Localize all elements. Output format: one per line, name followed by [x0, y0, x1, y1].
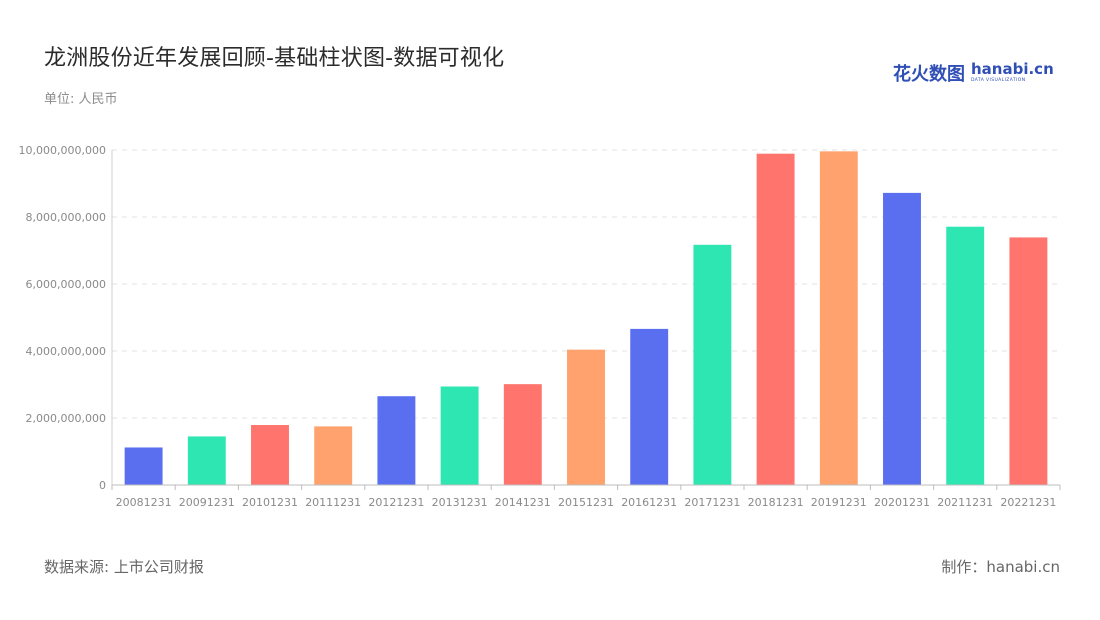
- x-tick-label: 20211231: [937, 496, 993, 509]
- labels-layer: 0 2,000,000,000 4,000,000,000 6,000,000,000…: [19, 144, 1057, 509]
- bar: [440, 386, 479, 485]
- y-tick-label: 0: [99, 479, 106, 492]
- y-tick-label: 2,000,000,000: [26, 412, 106, 425]
- bar: [251, 425, 289, 485]
- x-tick-label: 20081231: [116, 496, 172, 509]
- x-tick-label: 20221231: [1000, 496, 1056, 509]
- logo-sub-text: DATA VISUALIZATION: [971, 78, 1026, 84]
- logo-cn-text: 花火数图: [893, 64, 965, 85]
- x-tick-label: 20161231: [621, 496, 677, 509]
- axis-layer: [111, 150, 1061, 490]
- credit-label: 制作：hanabi.cn: [941, 558, 1060, 576]
- x-tick-label: 20111231: [305, 496, 361, 509]
- bar: [946, 226, 985, 485]
- y-tick-label: 10,000,000,000: [19, 144, 106, 157]
- bar: [756, 153, 795, 485]
- x-tick-label: 20121231: [368, 496, 424, 509]
- bar: [124, 447, 163, 485]
- y-tick-label: 8,000,000,000: [26, 211, 106, 224]
- bar: [567, 349, 605, 485]
- bar: [630, 328, 669, 485]
- bar: [819, 151, 858, 485]
- bars-layer: [124, 151, 1048, 485]
- bar: [314, 426, 353, 485]
- bar: [693, 244, 732, 485]
- unit-label: 单位: 人民币: [44, 92, 118, 107]
- logo-en-text: hanabi.cn: [971, 60, 1054, 79]
- x-tick-label: 20131231: [432, 496, 488, 509]
- x-tick-label: 20101231: [242, 496, 298, 509]
- bar: [503, 384, 542, 485]
- x-tick-label: 20201231: [874, 496, 930, 509]
- bar: [883, 192, 921, 485]
- y-tick-label: 6,000,000,000: [26, 278, 106, 291]
- x-tick-label: 20091231: [179, 496, 235, 509]
- bar: [377, 396, 416, 485]
- x-tick-label: 20171231: [684, 496, 740, 509]
- data-source: 数据来源: 上市公司财报: [44, 558, 204, 576]
- bar: [1009, 237, 1048, 485]
- chart-title: 龙洲股份近年发展回顾-基础柱状图-数据可视化: [44, 46, 505, 71]
- logo-en-block: hanabi.cn DATA VISUALIZATION: [971, 62, 1054, 84]
- x-tick-label: 20151231: [558, 496, 614, 509]
- x-tick-label: 20141231: [495, 496, 551, 509]
- x-tick-label: 20181231: [748, 496, 804, 509]
- hanabi-logo: 花火数图 hanabi.cn DATA VISUALIZATION: [893, 60, 1054, 86]
- x-tick-label: 20191231: [811, 496, 867, 509]
- y-tick-label: 4,000,000,000: [26, 345, 106, 358]
- bar: [187, 436, 226, 485]
